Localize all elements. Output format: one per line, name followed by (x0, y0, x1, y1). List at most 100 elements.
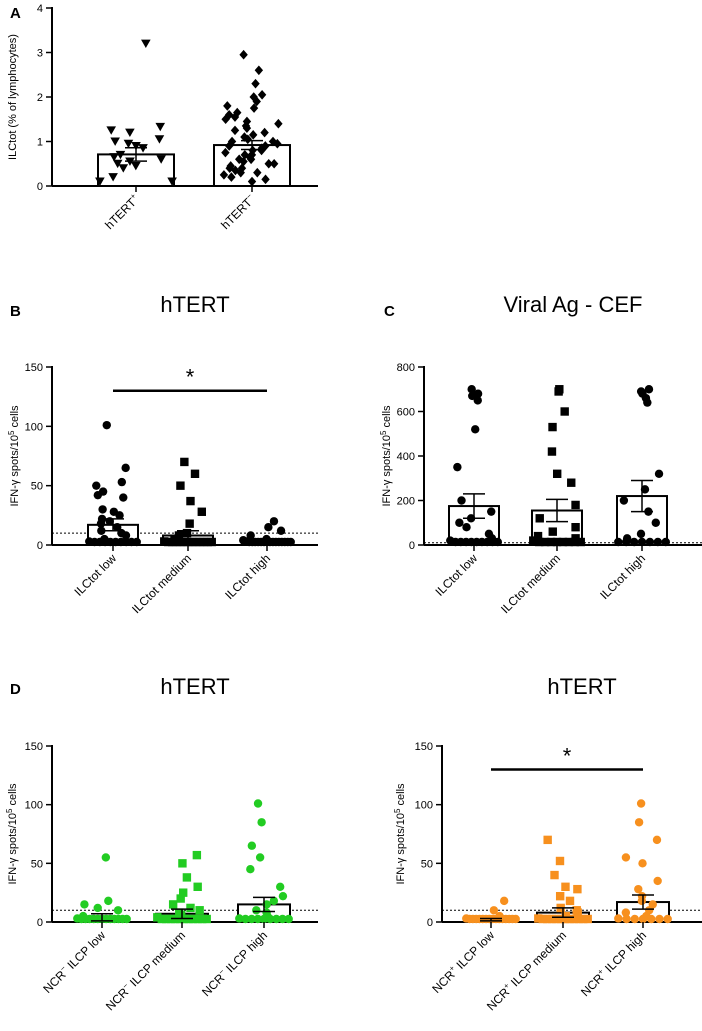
data-point (533, 531, 543, 541)
data-point (571, 500, 580, 510)
y-tick-label: 150 (25, 362, 43, 374)
data-point (550, 870, 559, 880)
data-point (264, 523, 273, 532)
data-point (113, 523, 122, 532)
data-point (261, 141, 270, 151)
data-point (561, 882, 570, 891)
y-axis-label: IFN-γ spots/105 cells (393, 783, 407, 885)
error-bar (102, 518, 124, 532)
data-point (198, 914, 207, 924)
data-point (119, 493, 128, 502)
panel-a: A 0 1 2 3 4 ILCtot (% of lymphocytes) hTERT+ hTE… (7, 3, 318, 232)
error-bar (480, 917, 502, 922)
data-point (561, 914, 570, 924)
y-tick-label: 0 (37, 540, 43, 552)
data-point (614, 537, 623, 547)
data-point (125, 128, 135, 137)
error-bar (241, 139, 263, 151)
data-point (106, 126, 117, 135)
data-point (455, 518, 464, 527)
category-label: NCR− ILCP medium (102, 928, 188, 1014)
data-point (247, 841, 257, 850)
data-point (227, 136, 237, 147)
y-tick-label: 2 (37, 92, 43, 104)
data-point (109, 153, 119, 162)
data-point (254, 65, 264, 76)
category-label: ILCtot high (222, 551, 273, 602)
data-point (511, 914, 520, 924)
data-point (197, 507, 207, 516)
panel-label: B (10, 303, 21, 320)
data-point (192, 850, 202, 860)
data-point (644, 385, 654, 394)
y-tick-label: 400 (397, 451, 415, 463)
data-point (534, 537, 544, 547)
data-point (462, 523, 471, 532)
data-point (570, 914, 579, 924)
data-point (202, 914, 211, 924)
data-point (567, 478, 576, 487)
data-point (547, 914, 556, 924)
data-point (471, 425, 480, 434)
data-point (278, 891, 288, 901)
data-point (95, 177, 105, 186)
data-point (556, 914, 565, 924)
data-point (243, 134, 252, 145)
data-point (663, 914, 672, 924)
error-bar (177, 530, 199, 542)
data-point (246, 865, 255, 874)
data-point (636, 799, 646, 808)
data-point (96, 519, 106, 528)
category-label: NCR+ ILCP high (577, 928, 649, 1000)
category-label: ILCtot low (71, 551, 119, 599)
y-tick-label: 600 (397, 407, 415, 419)
data-point (275, 882, 285, 891)
data-point (174, 531, 184, 540)
data-point (223, 101, 232, 111)
data-point (168, 900, 178, 909)
data-point (269, 158, 279, 169)
y-tick-label: 0 (409, 540, 415, 552)
data-point (654, 469, 664, 478)
data-point (131, 161, 141, 171)
data-point (265, 914, 275, 924)
data-point (278, 914, 287, 924)
data-point (257, 89, 267, 100)
data-point (652, 835, 662, 845)
data-point (239, 49, 248, 60)
data-point (80, 900, 89, 909)
data-point (564, 537, 574, 547)
y-tick-label: 200 (397, 496, 415, 508)
data-point (579, 914, 588, 924)
panel-title: Viral Ag - CEF (504, 292, 643, 317)
data-point (286, 537, 295, 547)
data-point (231, 165, 240, 176)
error-bar (631, 479, 653, 513)
data-point (93, 903, 102, 913)
data-point (121, 463, 130, 473)
data-point (269, 517, 279, 526)
data-point (653, 537, 663, 547)
data-point (261, 174, 270, 185)
error-bar (91, 913, 113, 922)
data-point (242, 123, 252, 133)
data-point (108, 173, 118, 182)
data-point (457, 496, 466, 505)
data-point (154, 135, 165, 144)
data-point (186, 496, 195, 506)
data-point (647, 914, 656, 924)
y-tick-label: 50 (31, 481, 43, 493)
y-tick-label: 50 (31, 858, 43, 870)
data-point (555, 891, 565, 901)
data-point (535, 514, 544, 523)
y-tick-label: 100 (25, 800, 43, 812)
data-point (251, 78, 260, 89)
y-tick-label: 100 (25, 421, 43, 433)
data-point (634, 884, 643, 894)
data-point (560, 407, 569, 416)
error-bar (125, 146, 147, 162)
category-label: NCR− ILCP high (198, 928, 270, 1000)
error-bar (552, 907, 574, 919)
